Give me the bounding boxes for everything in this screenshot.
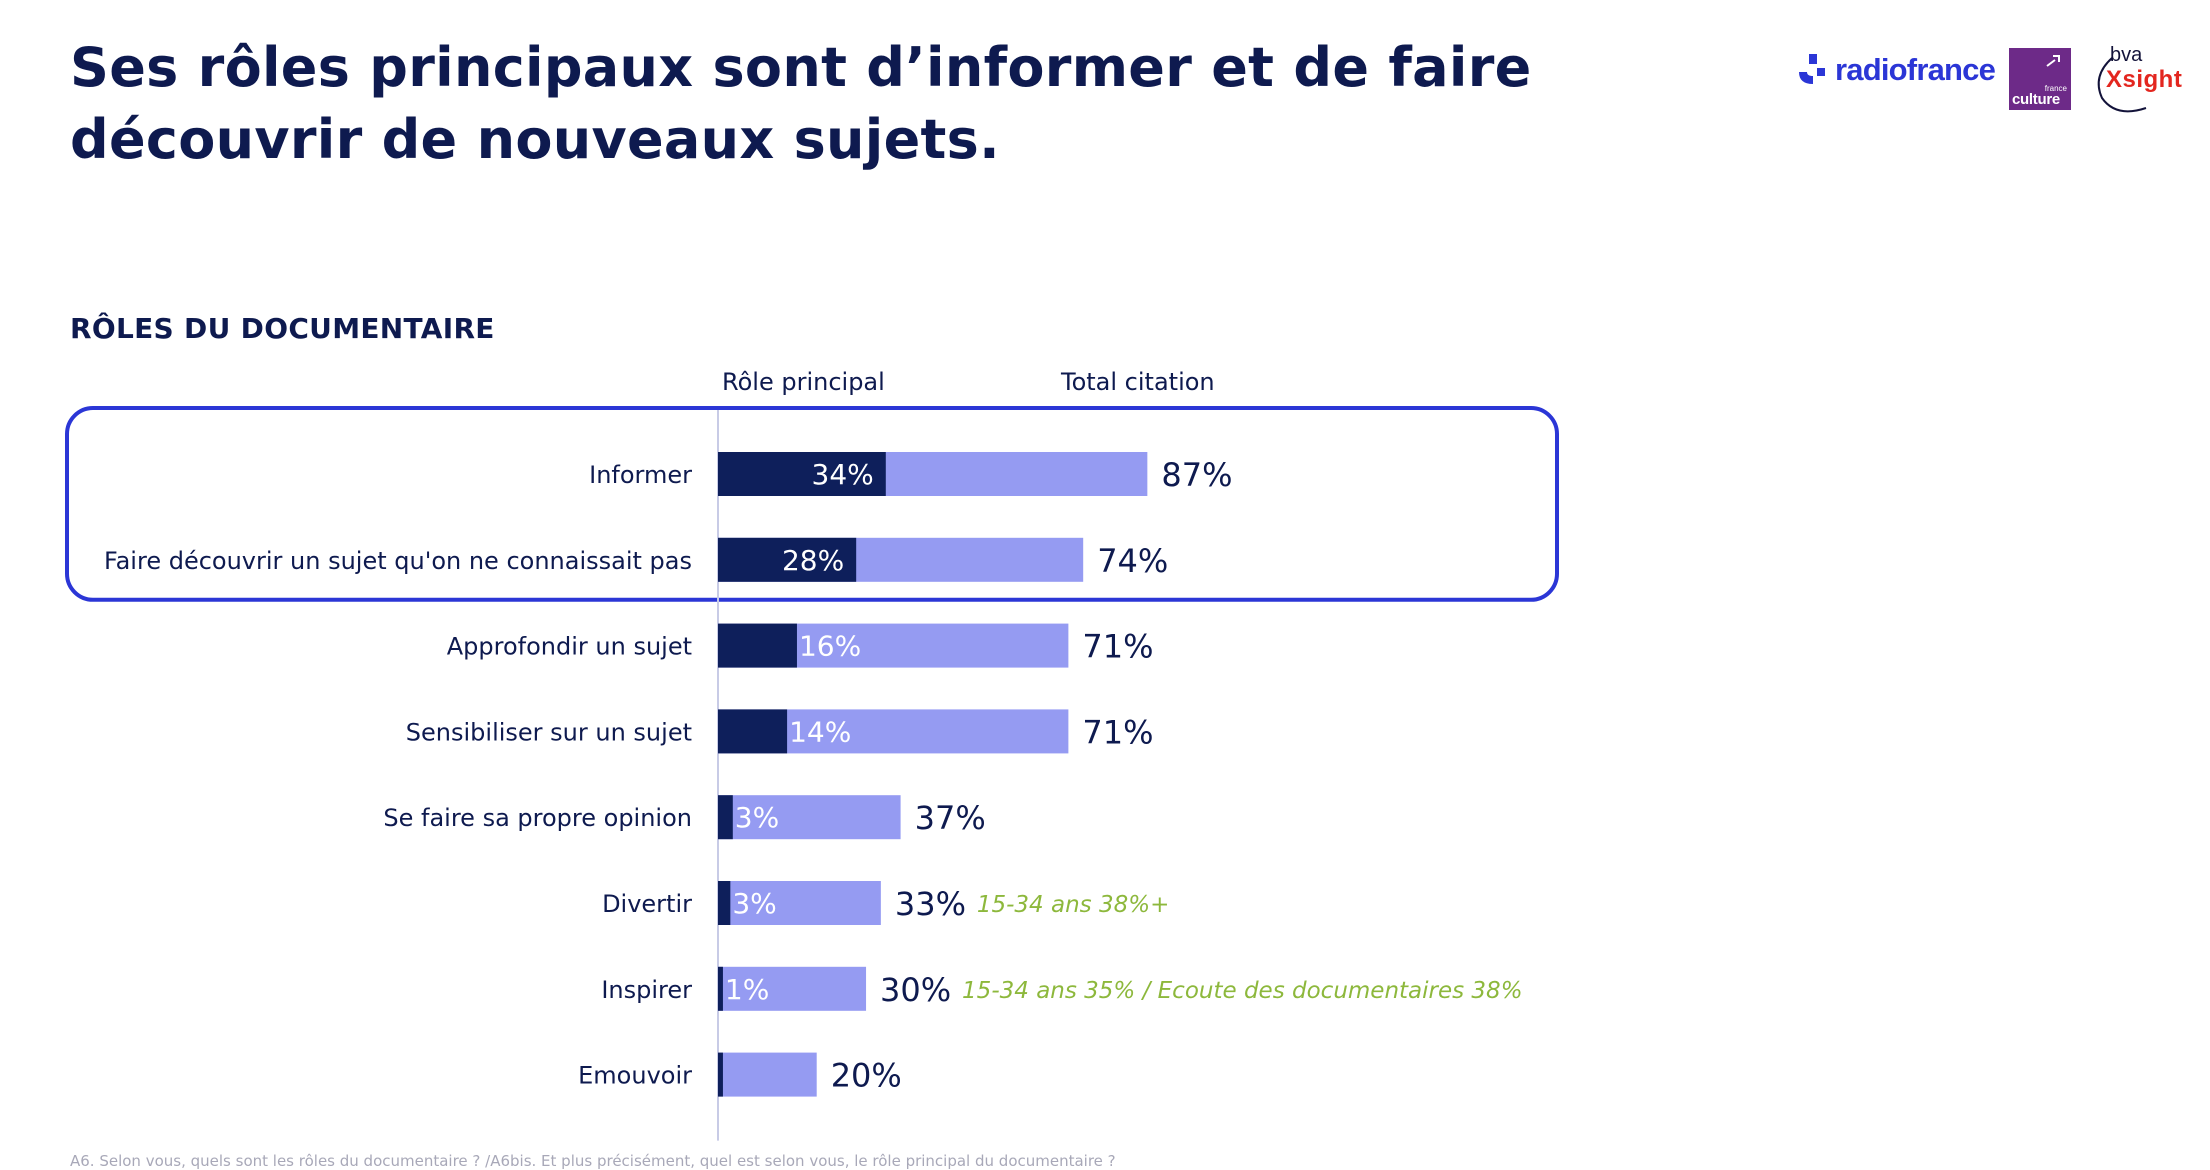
legend-total-citation: Total citation	[1061, 368, 1215, 396]
radiofrance-wordmark: radiofrance	[1835, 52, 1996, 87]
bar-total-se-faire-sa-propre-opinion	[718, 795, 901, 840]
highlight-box	[65, 406, 1559, 602]
bar-principal-divertir	[718, 881, 731, 925]
page-title: Ses rôles principaux sont d’informer et …	[70, 36, 1532, 171]
bva-swirl-icon	[2097, 57, 2147, 113]
category-label-approfondir-un-sujet: Approfondir un sujet	[447, 633, 692, 661]
bar-total-inspirer	[718, 966, 867, 1011]
franceculture-logo: france culture	[2009, 48, 2071, 110]
category-label-emouvoir: Emouvoir	[578, 1062, 692, 1090]
total-value-label-informer: 87%	[1161, 456, 1232, 494]
franceculture-small-text: france	[2044, 84, 2067, 93]
principal-value-label-se-faire-sa-propre-opinion: 3%	[735, 801, 779, 834]
principal-value-label-sensibiliser-sur-un-sujet: 14%	[789, 715, 851, 748]
bar-principal-faire-decouvrir-un-sujet-qu-on-ne-connaissait-pas	[718, 537, 857, 582]
legend-role-principal: Rôle principal	[722, 368, 885, 396]
bar-principal-inspirer	[718, 966, 723, 1011]
xsight-wordmark: Xsight	[2106, 66, 2183, 93]
category-label-se-faire-sa-propre-opinion: Se faire sa propre opinion	[383, 804, 692, 832]
radiofrance-logo: radiofrance	[1795, 50, 1996, 90]
total-value-label-sensibiliser-sur-un-sujet: 71%	[1082, 713, 1153, 751]
total-value-label-approfondir-un-sujet: 71%	[1082, 628, 1153, 666]
radiofrance-mark-icon	[1799, 54, 1825, 84]
total-value-label-se-faire-sa-propre-opinion: 37%	[915, 799, 986, 837]
annotation-note-divertir: 15-34 ans 38%+	[977, 892, 1170, 918]
total-value-label-emouvoir: 20%	[831, 1057, 902, 1095]
total-value-label-inspirer: 30%	[880, 971, 951, 1009]
bar-total-emouvoir	[718, 1052, 817, 1097]
category-label-divertir: Divertir	[602, 890, 692, 918]
bar-principal-emouvoir	[718, 1052, 723, 1097]
principal-value-label-faire-decouvrir-un-sujet-qu-on-ne-connaissait-pas: 28%	[782, 544, 844, 577]
bar-principal-sensibiliser-sur-un-sujet	[718, 709, 788, 754]
principal-value-label-informer: 34%	[812, 458, 874, 491]
chart-section-title: RÔLES DU DOCUMENTAIRE	[70, 312, 495, 345]
total-value-label-divertir: 33%	[895, 885, 966, 923]
bar-principal-informer	[718, 452, 886, 496]
footnote: A6. Selon vous, quels sont les rôles du …	[70, 1152, 1116, 1170]
bva-wordmark: bva	[2110, 44, 2143, 66]
franceculture-mark-icon	[2046, 55, 2060, 67]
bar-principal-approfondir-un-sujet	[718, 623, 797, 668]
principal-value-label-divertir: 3%	[732, 887, 776, 920]
category-label-informer: Informer	[589, 461, 692, 489]
principal-value-label-approfondir-un-sujet: 16%	[799, 630, 861, 663]
bar-total-divertir	[718, 881, 881, 925]
category-label-faire-decouvrir-un-sujet-qu-on-ne-connaissait-pas: Faire découvrir un sujet qu'on ne connai…	[104, 547, 692, 575]
franceculture-wordmark: culture	[2012, 91, 2060, 108]
principal-value-label-inspirer: 1%	[725, 973, 769, 1006]
annotation-note-inspirer: 15-34 ans 35% / Ecoute des documentaires…	[962, 978, 1523, 1004]
bva-xsight-logo: bva Xsight	[2090, 42, 2194, 120]
logo-group: radiofrance france culture bva Xsight	[1795, 42, 2195, 120]
category-label-inspirer: Inspirer	[601, 976, 692, 1004]
category-label-sensibiliser-sur-un-sujet: Sensibiliser sur un sujet	[406, 718, 692, 746]
bar-principal-se-faire-sa-propre-opinion	[718, 795, 733, 840]
total-value-label-faire-decouvrir-un-sujet-qu-on-ne-connaissait-pas: 74%	[1097, 542, 1168, 580]
